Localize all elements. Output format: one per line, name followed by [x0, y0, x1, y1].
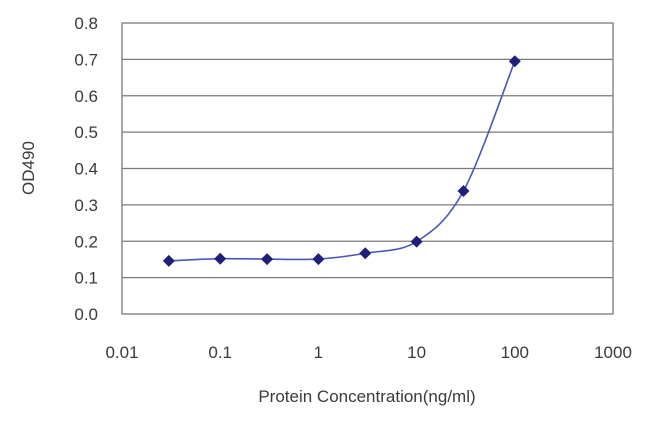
x-tick-label: 0.01: [105, 343, 138, 362]
series: [162, 55, 521, 267]
plot-area-frame: [121, 22, 614, 315]
y-tick-label: 0.7: [74, 50, 98, 69]
series-line: [168, 60, 516, 262]
x-tick-label: 1000: [594, 343, 632, 362]
y-tick-label: 0.6: [74, 87, 98, 106]
y-tick-label: 0.3: [74, 196, 98, 215]
x-tick-label: 10: [407, 343, 426, 362]
data-point: [508, 55, 521, 68]
data-point: [312, 253, 325, 266]
data-point: [162, 254, 175, 267]
y-tick-labels: 0.0 0.1 0.2 0.3 0.4 0.5 0.6 0.7 0.8: [74, 14, 98, 324]
y-tick-label: 0.1: [74, 269, 98, 288]
grid-lines: [122, 58, 613, 279]
data-point: [214, 252, 227, 265]
x-axis-title: Protein Concentration(ng/ml): [258, 387, 475, 406]
data-point: [410, 235, 423, 248]
x-tick-label: 100: [501, 343, 529, 362]
y-tick-label: 0.8: [74, 14, 98, 33]
y-tick-label: 0.5: [74, 123, 98, 142]
x-tick-label: 1: [314, 343, 323, 362]
y-tick-label: 0.2: [74, 232, 98, 251]
data-point: [457, 185, 470, 198]
y-tick-label: 0.4: [74, 160, 98, 179]
data-point: [359, 247, 372, 260]
x-tick-labels: 0.01 0.1 1 10 100 1000: [105, 343, 631, 362]
x-tick-label: 0.1: [208, 343, 232, 362]
data-point: [261, 253, 274, 266]
y-axis-title: OD490: [19, 141, 38, 195]
y-tick-label: 0.0: [74, 305, 98, 324]
